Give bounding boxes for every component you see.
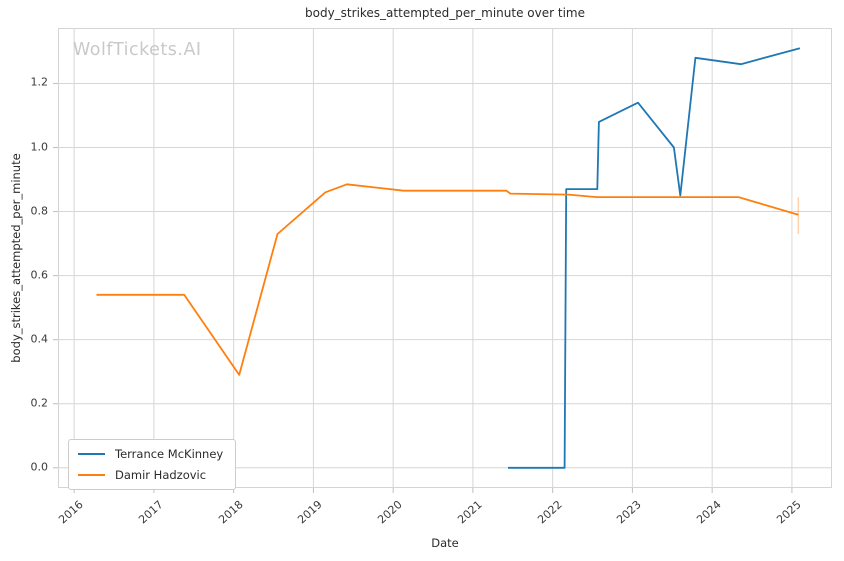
- y-axis-label: body_strikes_attempted_per_minute: [9, 153, 23, 363]
- legend-label: Terrance McKinney: [115, 447, 224, 461]
- y-tick-label: 0.6: [30, 268, 49, 282]
- plot-canvas: [53, 29, 831, 493]
- x-tick-label-text: 2017: [136, 498, 166, 527]
- legend-entry-damir-hadzovic: Damir Hadzovic: [78, 468, 223, 482]
- y-tick-label: 0.8: [30, 204, 49, 218]
- x-tick-label-text: 2016: [56, 498, 86, 527]
- y-tick-label: 1.2: [30, 75, 49, 89]
- x-tick-label-text: 2025: [774, 498, 804, 527]
- x-tick-label-text: 2018: [215, 498, 246, 527]
- y-tick-label: 0.2: [30, 396, 49, 410]
- x-tick-label-text: 2022: [534, 498, 565, 527]
- axis-ticks-layer: [53, 82, 793, 493]
- legend: Terrance McKinney Damir Hadzovic: [68, 439, 237, 490]
- y-tick-label: 0.4: [30, 332, 49, 346]
- x-tick-label-text: 2023: [614, 498, 645, 527]
- series-line-terrance-mckinney: [508, 47, 801, 469]
- x-tick-label-text: 2024: [694, 498, 724, 527]
- grid-layer: [59, 29, 831, 487]
- legend-line-swatch-orange: [78, 474, 105, 476]
- x-tick-label-text: 2020: [375, 498, 405, 527]
- x-axis-label: Date: [431, 536, 459, 550]
- legend-entry-terrance-mckinney: Terrance McKinney: [78, 447, 223, 461]
- legend-line-swatch-blue: [78, 453, 105, 455]
- plot-area: WolfTickets.AI: [53, 28, 832, 493]
- y-tick-label: 1.0: [30, 140, 49, 153]
- x-tick-label-text: 2021: [455, 498, 485, 527]
- x-tick-label-text: 2019: [295, 498, 326, 527]
- chart-title: body_strikes_attempted_per_minute over t…: [305, 6, 585, 20]
- watermark: WolfTickets.AI: [73, 40, 202, 60]
- y-tick-label: 0.0: [30, 460, 49, 474]
- legend-label: Damir Hadzovic: [115, 468, 207, 482]
- series-line-damir-hadzovic: [96, 183, 799, 376]
